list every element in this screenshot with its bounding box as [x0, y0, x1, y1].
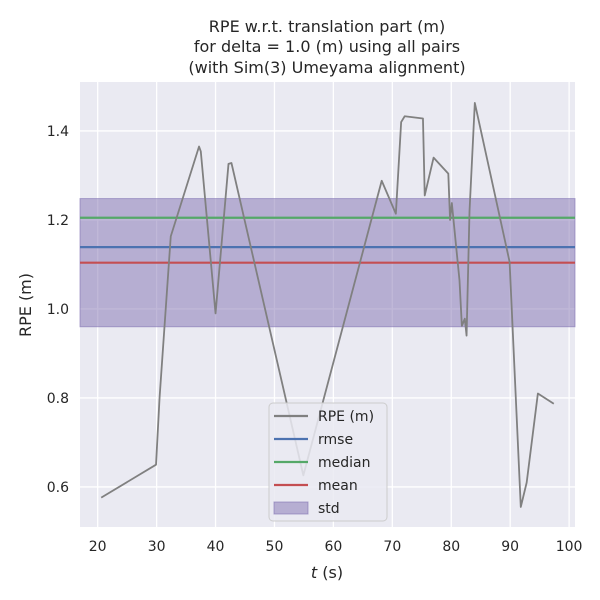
legend-label-std: std [318, 501, 340, 517]
x-tick-label: 30 [148, 539, 166, 555]
x-tick-label: 70 [383, 539, 401, 555]
legend-swatch-std [273, 501, 309, 515]
rpe-series-line [100, 102, 555, 508]
y-tick-label: 1.0 [47, 302, 69, 318]
legend-label-median: median [318, 455, 370, 471]
plot-area: 20 30 40 50 60 70 80 90 100 0.6 0.8 1.0 1.2 1.4 RPE (m… [47, 82, 583, 555]
chart-title-line-1: RPE w.r.t. translation part (m) [209, 17, 445, 36]
legend-box [268, 402, 388, 522]
y-tick-label: 1.2 [47, 213, 69, 229]
x-axis-label-variable: t [311, 563, 318, 582]
y-tick-label: 0.6 [47, 480, 69, 496]
legend-label-series: RPE (m) [318, 409, 374, 425]
x-tick-label: 40 [207, 539, 225, 555]
y-axis-label: RPE (m) [16, 273, 35, 337]
x-axis-label: t (s) [311, 563, 343, 582]
x-tick-label: 50 [266, 539, 284, 555]
x-tick-label: 100 [556, 539, 583, 555]
x-tick-label: 80 [442, 539, 460, 555]
x-axis-label-unit: (s) [317, 563, 343, 582]
x-tick-label: 90 [501, 539, 519, 555]
x-tick-label: 20 [89, 539, 107, 555]
chart-title-line-3: (with Sim(3) Umeyama alignment) [188, 58, 465, 77]
legend-label-rmse: rmse [318, 432, 353, 448]
y-tick-label: 0.8 [47, 391, 69, 407]
chart-title-line-2: for delta = 1.0 (m) using all pairs [194, 37, 460, 56]
y-tick-label: 1.4 [47, 124, 69, 140]
legend-label-mean: mean [318, 478, 358, 494]
x-tick-label: 60 [324, 539, 342, 555]
